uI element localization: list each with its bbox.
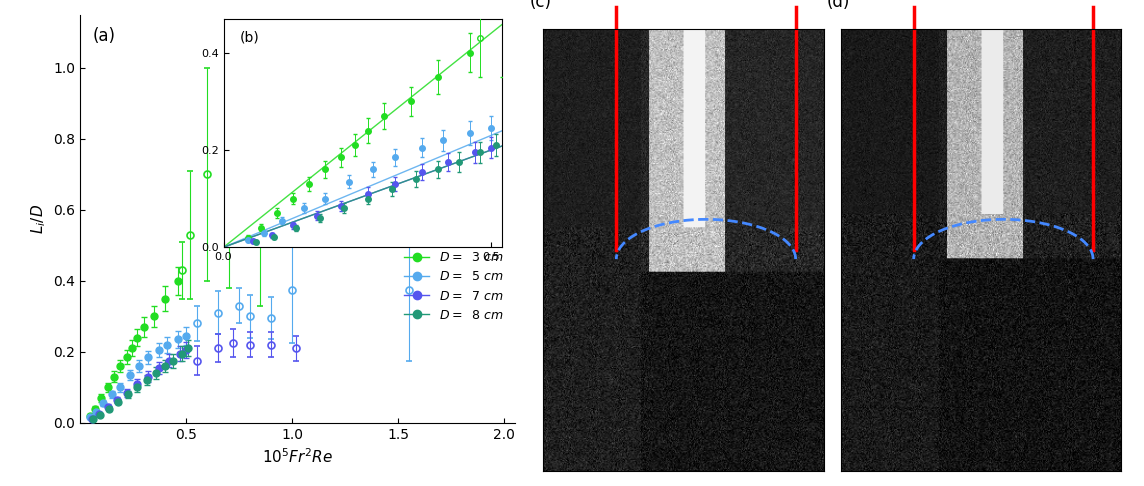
Y-axis label: $L_i/D$: $L_i/D$ — [29, 204, 48, 234]
Legend: $D =\;$ 3 $cm$, $D =\;$ 5 $cm$, $D =\;$ 7 $cm$, $D =\;$ 8 $cm$: $D =\;$ 3 $cm$, $D =\;$ 5 $cm$, $D =\;$ … — [399, 246, 509, 327]
Text: (a): (a) — [93, 27, 117, 45]
X-axis label: $10^5 Fr^2 Re$: $10^5 Fr^2 Re$ — [262, 447, 333, 466]
Text: (d): (d) — [827, 0, 850, 12]
Text: (c): (c) — [530, 0, 551, 12]
